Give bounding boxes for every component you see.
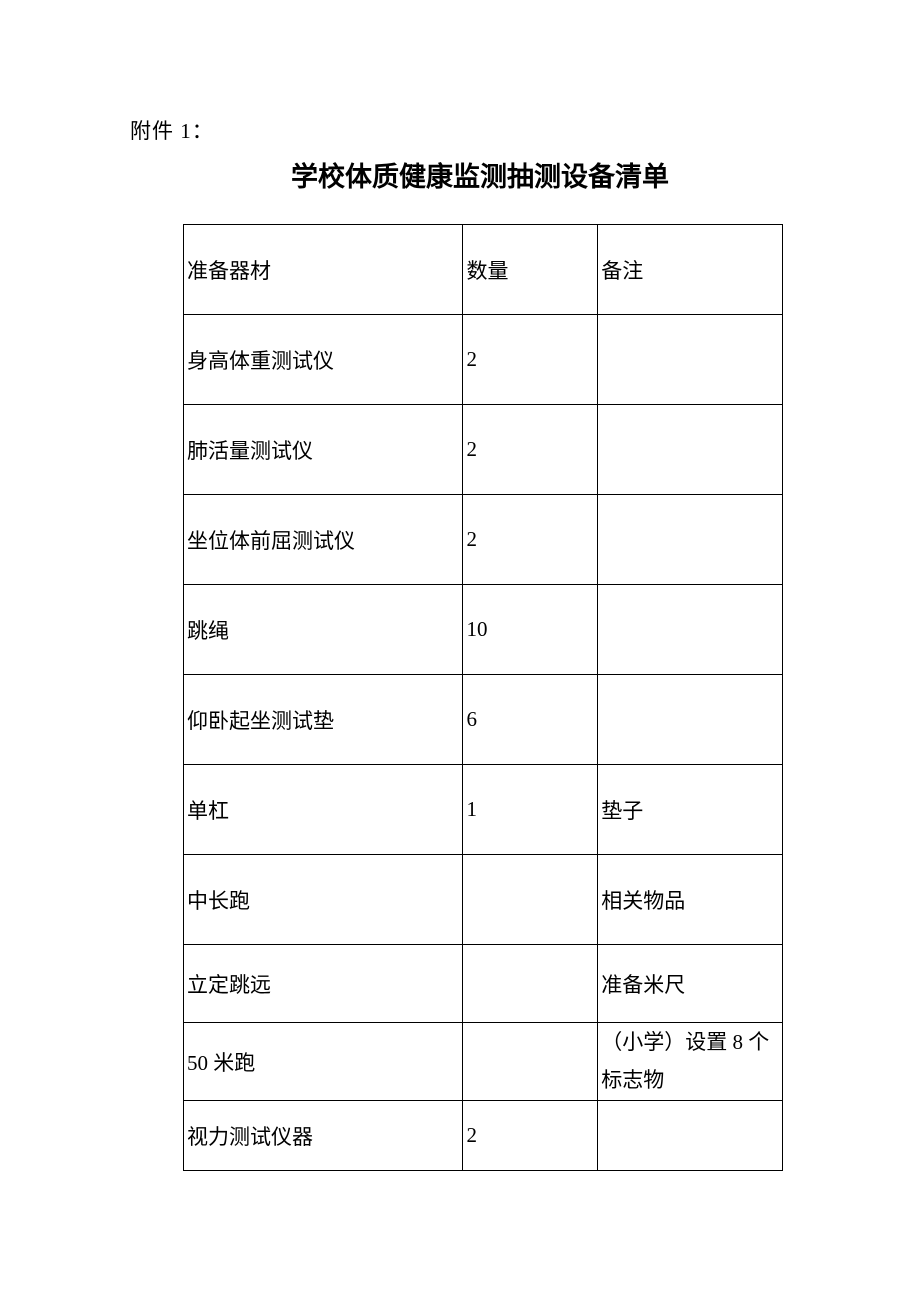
cell-equipment: 视力测试仪器: [184, 1101, 463, 1171]
cell-equipment: 中长跑: [184, 855, 463, 945]
table-row: 视力测试仪器 2: [184, 1101, 783, 1171]
table-row: 肺活量测试仪 2: [184, 405, 783, 495]
cell-quantity: [463, 855, 598, 945]
cell-quantity: 2: [463, 315, 598, 405]
cell-quantity: 2: [463, 1101, 598, 1171]
cell-remark: [598, 585, 783, 675]
header-remark: 备注: [598, 225, 783, 315]
cell-equipment: 立定跳远: [184, 945, 463, 1023]
table-row: 中长跑 相关物品: [184, 855, 783, 945]
cell-equipment: 单杠: [184, 765, 463, 855]
cell-quantity: 2: [463, 405, 598, 495]
cell-quantity: [463, 1023, 598, 1101]
cell-equipment: 跳绳: [184, 585, 463, 675]
cell-quantity: 10: [463, 585, 598, 675]
cell-remark: 垫子: [598, 765, 783, 855]
cell-remark: [598, 1101, 783, 1171]
cell-remark: [598, 405, 783, 495]
cell-remark: （小学）设置 8 个标志物: [598, 1023, 783, 1101]
cell-remark: [598, 315, 783, 405]
table-row: 身高体重测试仪 2: [184, 315, 783, 405]
cell-equipment: 坐位体前屈测试仪: [184, 495, 463, 585]
header-quantity: 数量: [463, 225, 598, 315]
table-header-row: 准备器材 数量 备注: [184, 225, 783, 315]
table-row: 跳绳 10: [184, 585, 783, 675]
cell-quantity: 6: [463, 675, 598, 765]
equipment-table: 准备器材 数量 备注 身高体重测试仪 2 肺活量测试仪 2 坐位体前屈测试仪 2…: [183, 224, 783, 1171]
header-equipment: 准备器材: [184, 225, 463, 315]
cell-quantity: 2: [463, 495, 598, 585]
cell-remark: [598, 675, 783, 765]
attachment-label: 附件 1：: [130, 115, 790, 145]
cell-remark: [598, 495, 783, 585]
cell-equipment: 仰卧起坐测试垫: [184, 675, 463, 765]
table-row: 立定跳远 准备米尺: [184, 945, 783, 1023]
cell-remark: 准备米尺: [598, 945, 783, 1023]
cell-quantity: 1: [463, 765, 598, 855]
table-row: 仰卧起坐测试垫 6: [184, 675, 783, 765]
cell-quantity: [463, 945, 598, 1023]
table-row: 单杠 1 垫子: [184, 765, 783, 855]
cell-equipment: 50 米跑: [184, 1023, 463, 1101]
cell-remark: 相关物品: [598, 855, 783, 945]
cell-equipment: 肺活量测试仪: [184, 405, 463, 495]
table-row: 坐位体前屈测试仪 2: [184, 495, 783, 585]
table-row: 50 米跑 （小学）设置 8 个标志物: [184, 1023, 783, 1101]
cell-equipment: 身高体重测试仪: [184, 315, 463, 405]
document-title: 学校体质健康监测抽测设备清单: [130, 155, 790, 194]
